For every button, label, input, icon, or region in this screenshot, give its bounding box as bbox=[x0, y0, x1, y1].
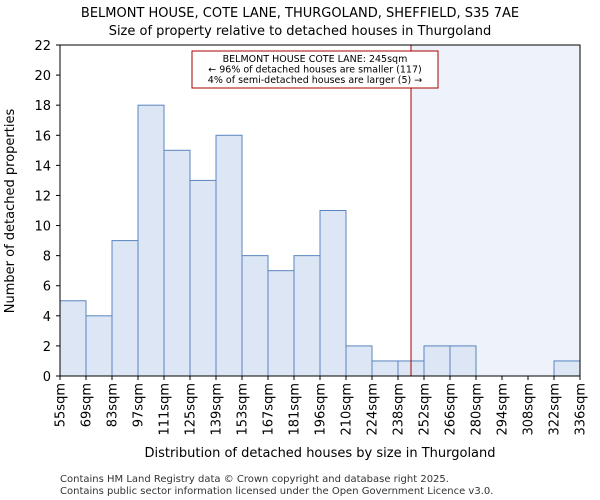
y-tick-label: 0 bbox=[43, 370, 51, 385]
y-tick-label: 10 bbox=[34, 220, 51, 235]
y-tick-label: 16 bbox=[34, 129, 51, 144]
x-tick-label: 153sqm bbox=[236, 383, 251, 436]
bar bbox=[163, 149, 191, 377]
y-tick-label: 8 bbox=[43, 250, 51, 265]
x-tick-label: 238sqm bbox=[392, 383, 407, 436]
annotation-line-1: BELMONT HOUSE COTE LANE: 245sqm bbox=[223, 54, 408, 65]
annotation-box bbox=[191, 50, 439, 89]
bar bbox=[267, 270, 295, 377]
bar bbox=[137, 104, 165, 377]
x-tick-label: 252sqm bbox=[418, 383, 433, 436]
bar bbox=[449, 345, 477, 377]
x-tick-label: 83sqm bbox=[106, 383, 121, 427]
bar bbox=[111, 240, 139, 377]
bar bbox=[423, 345, 451, 377]
bar bbox=[345, 345, 373, 377]
y-tick-label: 22 bbox=[34, 39, 51, 54]
x-axis-label: Distribution of detached houses by size … bbox=[144, 446, 495, 461]
y-tick-label: 14 bbox=[34, 159, 51, 174]
annotation-line-2: ← 96% of detached houses are smaller (11… bbox=[208, 65, 421, 76]
bars bbox=[59, 104, 581, 377]
bar bbox=[59, 300, 87, 377]
x-tick-label: 181sqm bbox=[288, 383, 303, 436]
bar bbox=[241, 255, 269, 377]
x-tick-label: 294sqm bbox=[496, 383, 511, 436]
y-tick-label: 20 bbox=[34, 69, 51, 84]
x-tick-label: 322sqm bbox=[548, 383, 563, 436]
x-tick-label: 97sqm bbox=[132, 383, 147, 427]
highlight-region bbox=[411, 45, 580, 376]
x-tick-label: 125sqm bbox=[184, 383, 199, 436]
footer-line-1: Contains HM Land Registry data © Crown c… bbox=[60, 474, 449, 485]
x-tick-label: 55sqm bbox=[54, 383, 69, 427]
x-tick-label: 210sqm bbox=[340, 383, 355, 436]
y-axis-label: Number of detached properties bbox=[3, 109, 18, 314]
x-tick-label: 139sqm bbox=[210, 383, 225, 436]
marker-annotation: BELMONT HOUSE COTE LANE: 245sqm ← 96% of… bbox=[191, 50, 439, 89]
y-tick-label: 12 bbox=[34, 189, 51, 204]
bar bbox=[371, 360, 399, 377]
y-tick-label: 18 bbox=[34, 99, 51, 114]
annotation-line-3: 4% of semi-detached houses are larger (5… bbox=[208, 75, 422, 86]
plot-area: 0 2 4 6 8 10 12 14 16 18 20 22 55sqm 69sqm 83sqm 97sqm… bbox=[34, 39, 588, 436]
x-tick-label: 280sqm bbox=[470, 383, 485, 436]
bar bbox=[85, 315, 113, 377]
bar bbox=[319, 210, 347, 377]
y-tick-label: 2 bbox=[43, 340, 51, 355]
x-tick-label: 266sqm bbox=[444, 383, 459, 436]
bar bbox=[215, 134, 243, 377]
bar bbox=[553, 360, 581, 377]
footer-line-2: Contains public sector information licen… bbox=[60, 486, 493, 497]
chart-subtitle: Size of property relative to detached ho… bbox=[109, 24, 492, 39]
x-tick-label: 196sqm bbox=[314, 383, 329, 436]
y-tick-label: 6 bbox=[43, 280, 51, 295]
x-tick-label: 336sqm bbox=[574, 383, 589, 436]
x-tick-label: 111sqm bbox=[158, 383, 173, 436]
x-tick-label: 69sqm bbox=[80, 383, 95, 427]
x-tick-label: 224sqm bbox=[366, 383, 381, 436]
chart-title: BELMONT HOUSE, COTE LANE, THURGOLAND, SH… bbox=[81, 6, 519, 21]
x-tick-label: 308sqm bbox=[522, 383, 537, 436]
x-axis-ticks: 55sqm 69sqm 83sqm 97sqm 111sqm 125sqm 139sqm 15… bbox=[54, 376, 589, 436]
bar bbox=[189, 179, 217, 377]
bar bbox=[293, 255, 321, 377]
y-tick-label: 4 bbox=[43, 310, 51, 325]
y-axis-ticks: 0 2 4 6 8 10 12 14 16 18 20 22 bbox=[34, 39, 60, 385]
x-tick-label: 167sqm bbox=[262, 383, 277, 436]
